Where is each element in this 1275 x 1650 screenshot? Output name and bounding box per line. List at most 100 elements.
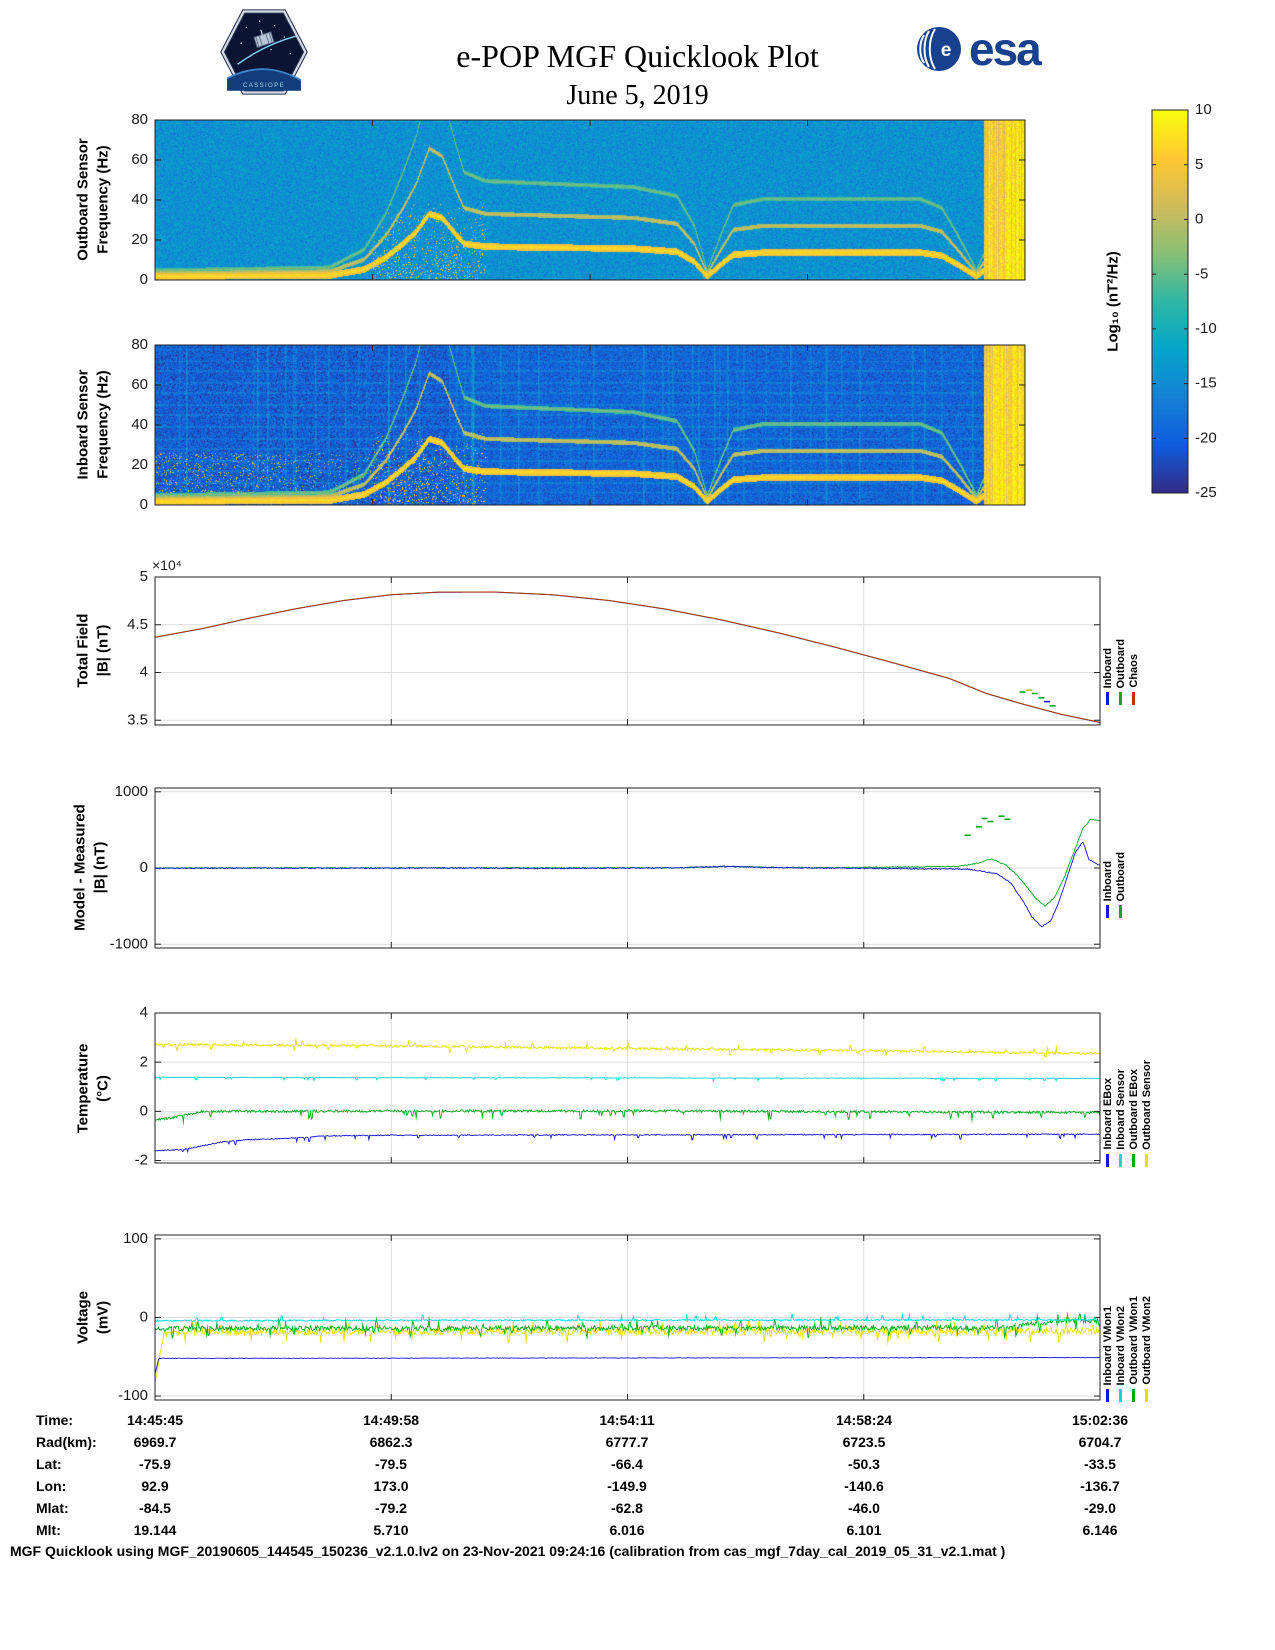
legend-label: Inboard EBox — [1101, 1078, 1114, 1150]
esa-logo: e esa — [916, 23, 1042, 75]
page-date: June 5, 2019 — [566, 80, 709, 111]
temperature-canvas — [100, 1007, 1110, 1169]
esa-emblem-icon: e — [917, 27, 961, 71]
ephemeris-value: 14:58:24 — [835, 1412, 893, 1428]
ephemeris-value: -136.7 — [1080, 1478, 1120, 1494]
ephemeris-value: -140.6 — [844, 1478, 884, 1494]
legend-entry: Inboard VMon1 — [1101, 1238, 1114, 1402]
ephemeris-value: 6862.3 — [369, 1434, 413, 1450]
ephemeris-row-label: Rad(km): — [36, 1434, 97, 1450]
ephemeris-value: 14:45:45 — [126, 1412, 184, 1428]
legend-label: Outboard Sensor — [1140, 1060, 1153, 1150]
ephemeris-value: 6.016 — [609, 1522, 645, 1538]
ephemeris-value: -29.0 — [1084, 1500, 1116, 1516]
legend-entry: Outboard — [1114, 577, 1127, 705]
colorbar-canvas — [1138, 98, 1268, 510]
esa-logo-text: esa — [969, 23, 1042, 75]
cassiope-logo-text: CASSIOPE — [243, 82, 285, 89]
inboard-spectrogram-canvas — [100, 337, 1030, 513]
ephemeris-row-label: Time: — [36, 1412, 74, 1428]
cassiope-logo: CASSIOPE — [220, 8, 308, 101]
ephemeris-row-label: Lat: — [36, 1456, 62, 1472]
legend-entry: Outboard Sensor — [1140, 1013, 1153, 1167]
total-field-canvas — [100, 548, 1110, 731]
temperature-legend: Inboard EBox Inboard Sensor Outboard EBox O… — [1101, 1013, 1153, 1167]
legend-label: Outboard — [1114, 851, 1127, 902]
legend-color-dash — [1106, 1154, 1109, 1167]
voltage-ylabel: Voltage (mV) — [74, 1193, 113, 1443]
ephemeris-value: -149.9 — [607, 1478, 647, 1494]
ephemeris-value: -75.9 — [139, 1456, 171, 1472]
legend-color-dash — [1145, 1154, 1148, 1167]
ephemeris-row-label: Mlt: — [36, 1522, 61, 1538]
ephemeris-value: -50.3 — [848, 1456, 880, 1472]
ylabel-line: Inboard Sensor — [74, 369, 92, 480]
ephemeris-value: 14:49:58 — [362, 1412, 420, 1428]
ephemeris-row: Rad(km): 6969.7 6862.3 6777.7 6723.5 670… — [0, 1434, 1275, 1456]
legend-label: Inboard — [1101, 647, 1114, 688]
legend-color-dash — [1119, 1389, 1122, 1402]
ylabel-line: Voltage — [74, 1290, 92, 1345]
total-field-legend: Inboard Outboard Chaos — [1101, 577, 1140, 705]
ephemeris-row: Lon: 92.9 173.0 -149.9 -140.6 -136.7 — [0, 1478, 1275, 1500]
ephemeris-value: 5.710 — [373, 1522, 409, 1538]
ephemeris-value: -66.4 — [611, 1456, 643, 1472]
ephemeris-value: 6.146 — [1082, 1522, 1118, 1538]
ylabel-line: Frequency (Hz) — [94, 145, 111, 254]
legend-entry: Inboard EBox — [1101, 1013, 1114, 1167]
legend-entry: Chaos — [1127, 577, 1140, 705]
ylabel-line: Model - Measured — [71, 804, 89, 931]
legend-entry: Inboard — [1101, 798, 1114, 918]
svg-text:e: e — [941, 40, 952, 61]
ephemeris-value: 6777.7 — [605, 1434, 649, 1450]
ephemeris-value: 6704.7 — [1078, 1434, 1122, 1450]
legend-label: Outboard EBox — [1127, 1069, 1140, 1150]
legend-color-dash — [1132, 1154, 1135, 1167]
ylabel-line: Temperature — [74, 1043, 92, 1134]
legend-color-dash — [1119, 905, 1122, 918]
ephemeris-row-label: Mlat: — [36, 1500, 69, 1516]
legend-color-dash — [1145, 1389, 1148, 1402]
legend-color-dash — [1119, 1154, 1122, 1167]
legend-entry: Inboard VMon2 — [1114, 1238, 1127, 1402]
ephemeris-value: 6723.5 — [842, 1434, 886, 1450]
legend-label: Inboard VMon1 — [1101, 1305, 1114, 1385]
ephemeris-row: Lat: -75.9 -79.5 -66.4 -50.3 -33.5 — [0, 1456, 1275, 1478]
ylabel-line: |B| (nT) — [94, 624, 111, 677]
ylabel-line: Frequency (Hz) — [94, 370, 111, 479]
ylabel-line: (°C) — [94, 1075, 111, 1102]
model-minus-measured-ylabel: Model - Measured |B| (nT) — [71, 743, 110, 993]
ephemeris-value: -79.5 — [375, 1456, 407, 1472]
cassiope-patch-graphic: CASSIOPE — [220, 9, 308, 95]
outboard-spectrogram-ylabel: Outboard Sensor Frequency (Hz) — [74, 75, 113, 325]
ephemeris-value: -84.5 — [139, 1500, 171, 1516]
legend-label: Inboard VMon2 — [1114, 1305, 1127, 1385]
ephemeris-value: 14:54:11 — [599, 1412, 655, 1428]
legend-entry: Inboard Sensor — [1114, 1013, 1127, 1167]
ephemeris-value: 92.9 — [141, 1478, 169, 1494]
ylabel-line: Outboard Sensor — [74, 138, 92, 261]
legend-entry: Outboard — [1114, 798, 1127, 918]
legend-label: Outboard VMon1 — [1127, 1296, 1140, 1385]
ephemeris-value: -33.5 — [1084, 1456, 1116, 1472]
legend-color-dash — [1106, 905, 1109, 918]
voltage-canvas — [100, 1229, 1110, 1404]
ephemeris-row: Time: 14:45:45 14:49:58 14:54:11 14:58:2… — [0, 1412, 1275, 1434]
total-field-ylabel: Total Field |B| (nT) — [74, 526, 113, 776]
ephemeris-value: 6.101 — [846, 1522, 882, 1538]
ephemeris-value: -79.2 — [375, 1500, 407, 1516]
ephemeris-row: Mlt: 19.144 5.710 6.016 6.101 6.146 — [0, 1522, 1275, 1544]
legend-label: Chaos — [1127, 654, 1140, 688]
legend-label: Inboard — [1101, 860, 1114, 901]
colorbar-label: Log₁₀ (nT²/Hz) — [1104, 251, 1122, 352]
ylabel-line: Total Field — [74, 613, 92, 688]
legend-entry: Outboard VMon1 — [1127, 1238, 1140, 1402]
ephemeris-value: 15:02:36 — [1071, 1412, 1129, 1428]
inboard-spectrogram-ylabel: Inboard Sensor Frequency (Hz) — [74, 300, 113, 550]
ephemeris-value: 6969.7 — [133, 1434, 177, 1450]
legend-entry: Inboard — [1101, 577, 1114, 705]
model-minus-measured-legend: Inboard Outboard — [1101, 798, 1127, 918]
legend-label: Inboard Sensor — [1114, 1069, 1127, 1150]
legend-color-dash — [1119, 692, 1122, 705]
